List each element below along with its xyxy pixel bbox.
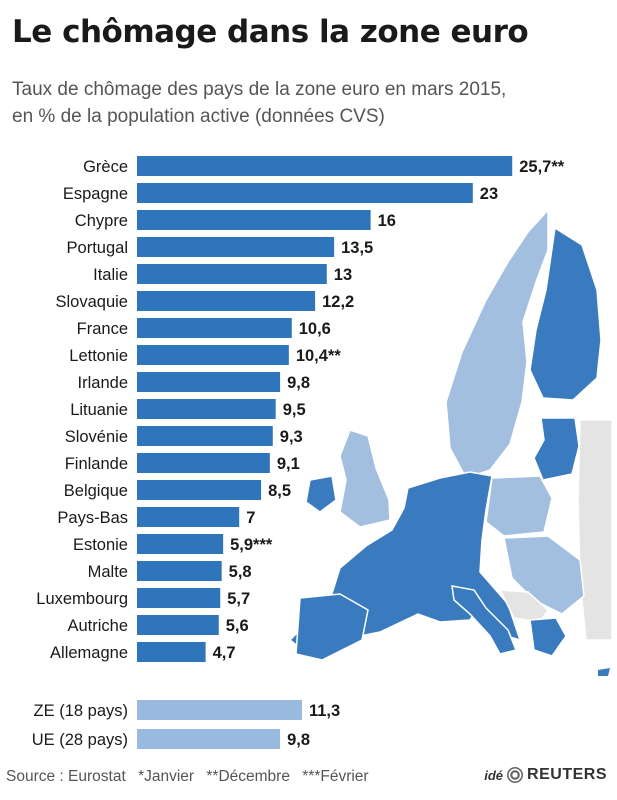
bar-pays-bas (137, 507, 240, 527)
map-cyprus (598, 668, 610, 676)
value-label-estonie: 5,9*** (230, 536, 273, 554)
map-east (577, 419, 613, 641)
value-label-grece: 25,7** (519, 158, 565, 176)
category-label-slovaquie: Slovaquie (56, 293, 128, 311)
value-label-slovenie: 9,3 (280, 428, 303, 446)
bar-lituanie (137, 399, 276, 419)
footer: Source : Eurostat *Janvier **Décembre **… (6, 768, 377, 786)
bar-slovaquie (137, 291, 316, 311)
category-label-estonie: Estonie (73, 536, 128, 554)
category-label-ue-28-pays: UE (28 pays) (32, 731, 128, 749)
ide-logo: idé (484, 767, 504, 783)
bar-malte (137, 561, 222, 581)
bar-slovenie (137, 426, 273, 446)
category-label-pays-bas: Pays-Bas (57, 509, 128, 527)
category-label-lettonie: Lettonie (69, 347, 128, 365)
value-label-ze-18-pays: 11,3 (309, 702, 340, 720)
aggregate-bars: ZE (18 pays) 11,3 UE (28 pays) 9,8 (32, 700, 340, 749)
map-uk (339, 429, 391, 528)
footnote-fevrier: ***Février (302, 768, 369, 785)
reuters-dot-icon (507, 767, 524, 783)
map-poland (485, 475, 553, 537)
category-label-finlande: Finlande (65, 455, 128, 473)
value-label-belgique: 8,5 (268, 482, 291, 500)
bar-italie (137, 264, 327, 284)
category-label-malte: Malte (88, 563, 128, 581)
map-greece (529, 617, 567, 657)
value-label-chypre: 16 (378, 212, 396, 230)
value-label-italie: 13 (334, 266, 352, 284)
bar-ze-18-pays (137, 700, 302, 720)
value-label-pays-bas: 7 (246, 509, 255, 527)
map-italy (451, 585, 518, 655)
category-label-irlande: Irlande (78, 374, 128, 392)
category-label-italie: Italie (93, 266, 128, 284)
map-balkans (498, 589, 549, 623)
bar-ue-28-pays (137, 729, 281, 749)
bar-autriche (137, 615, 219, 635)
value-label-autriche: 5,6 (226, 617, 249, 635)
country-bars: Grèce 25,7** Espagne 23 Chypre 16 Portugal 13,5… (36, 156, 565, 662)
source-note: Source : Eurostat (6, 768, 126, 785)
chart-area: Grèce 25,7** Espagne 23 Chypre 16 Portugal 13,5… (32, 156, 613, 749)
value-label-espagne: 23 (480, 185, 498, 203)
bar-estonie (137, 534, 224, 554)
value-label-portugal: 13,5 (341, 239, 373, 257)
value-label-slovaquie: 12,2 (322, 293, 354, 311)
map-iberia (295, 593, 369, 661)
bar-luxembourg (137, 588, 221, 608)
chart-subtitle-line-1: Taux de chômage des pays de la zone euro… (12, 79, 507, 100)
category-label-belgique: Belgique (64, 482, 128, 500)
footnote-decembre: **Décembre (206, 768, 290, 785)
category-label-france: France (77, 320, 128, 338)
bar-belgique (137, 480, 262, 500)
value-label-france: 10,6 (299, 320, 331, 338)
bar-portugal (137, 237, 335, 257)
category-label-luxembourg: Luxembourg (36, 590, 128, 608)
category-label-grece: Grèce (83, 158, 128, 176)
bar-chypre (137, 210, 371, 230)
bar-grece (137, 156, 513, 176)
map-central-east (503, 535, 585, 615)
bar-lettonie (137, 345, 289, 365)
value-label-malte: 5,8 (229, 563, 252, 581)
category-label-chypre: Chypre (75, 212, 128, 230)
value-label-allemagne: 4,7 (213, 644, 236, 662)
value-label-ue-28-pays: 9,8 (287, 731, 310, 749)
category-label-lituanie: Lituanie (70, 401, 128, 419)
map-scandinavia (445, 208, 549, 479)
map-ireland (305, 475, 337, 513)
category-label-portugal: Portugal (67, 239, 128, 257)
bar-irlande (137, 372, 281, 392)
bar-espagne (137, 183, 473, 203)
value-label-luxembourg: 5,7 (227, 590, 250, 608)
category-label-espagne: Espagne (63, 185, 128, 203)
bar-allemagne (137, 642, 206, 662)
europe-map (288, 208, 613, 676)
bar-france (137, 318, 292, 338)
publisher-logo: idé REUTERS (484, 766, 607, 784)
category-label-allemagne: Allemagne (50, 644, 128, 662)
chart-subtitle-line-2: en % de la population active (données CV… (12, 106, 385, 127)
category-label-ze-18-pays: ZE (18 pays) (34, 702, 128, 720)
value-label-finlande: 9,1 (277, 455, 300, 473)
footnote-janvier: *Janvier (138, 768, 195, 785)
chart-title: Le chômage dans la zone euro (12, 14, 529, 50)
value-label-lettonie: 10,4** (296, 347, 342, 365)
value-label-lituanie: 9,5 (283, 401, 306, 419)
category-label-slovenie: Slovénie (65, 428, 128, 446)
reuters-logo: REUTERS (527, 766, 607, 783)
map-finland (529, 226, 602, 401)
map-baltics (533, 417, 580, 481)
bar-finlande (137, 453, 270, 473)
category-label-autriche: Autriche (67, 617, 128, 635)
value-label-irlande: 9,8 (287, 374, 310, 392)
